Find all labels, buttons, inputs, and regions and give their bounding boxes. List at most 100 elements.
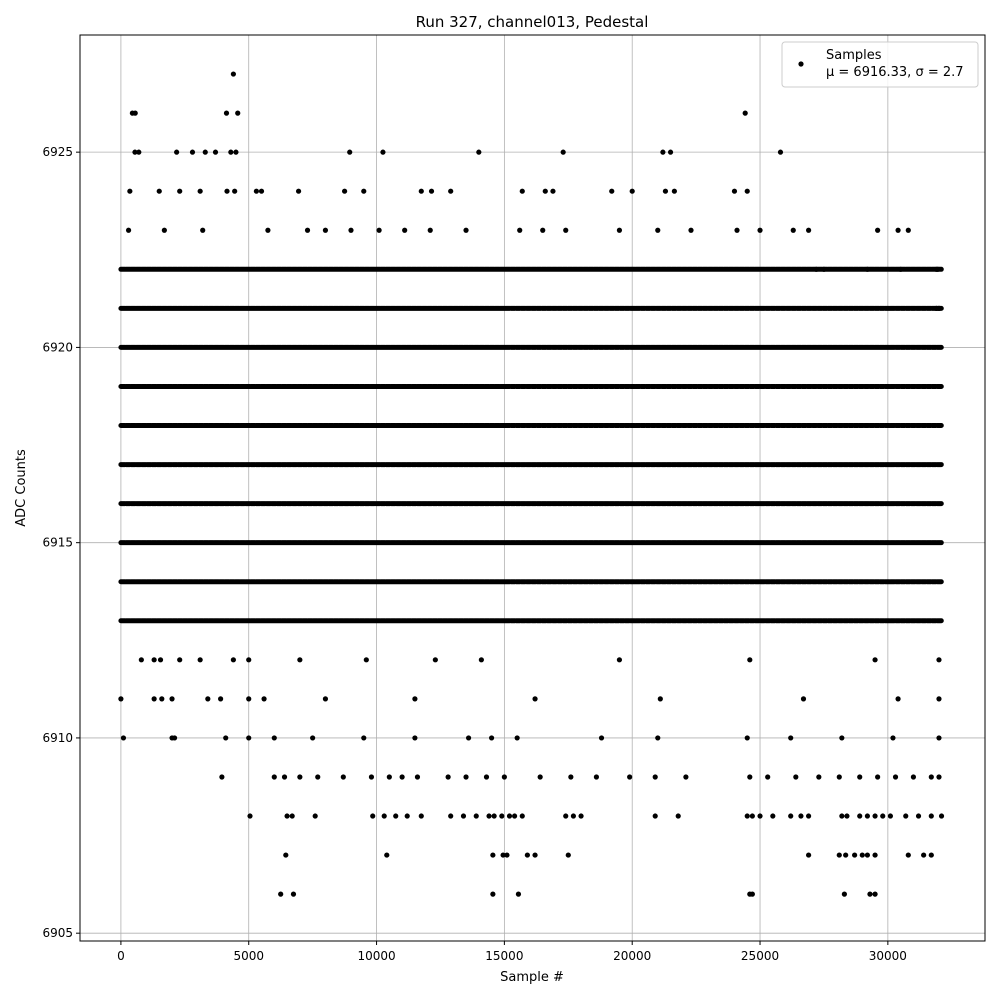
data-point — [749, 813, 755, 819]
data-point — [290, 891, 297, 897]
data-point — [283, 852, 289, 858]
data-point — [478, 657, 484, 663]
data-point — [486, 813, 492, 819]
data-point — [867, 891, 873, 897]
data-point — [793, 774, 799, 780]
data-point — [233, 149, 239, 155]
data-point — [228, 149, 234, 155]
data-point — [532, 852, 538, 858]
plot-frame — [79, 34, 986, 942]
data-point — [788, 813, 794, 819]
data-point — [271, 735, 277, 741]
data-point — [161, 227, 167, 233]
data-point — [806, 852, 812, 858]
data-point — [223, 735, 229, 741]
data-point — [872, 891, 878, 897]
data-point — [813, 266, 819, 272]
data-point — [488, 735, 495, 741]
data-point — [816, 774, 822, 780]
data-point — [232, 188, 238, 194]
data-point — [875, 227, 881, 233]
data-point — [652, 774, 658, 780]
data-point — [852, 852, 858, 858]
data-point — [519, 188, 525, 194]
data-points — [118, 71, 945, 897]
data-point — [448, 188, 454, 194]
data-point — [565, 852, 571, 858]
data-point — [399, 774, 405, 780]
data-point — [936, 657, 942, 663]
data-point — [500, 852, 506, 858]
x-tick-label: 5000 — [233, 949, 264, 963]
data-point — [935, 266, 941, 272]
data-point — [550, 188, 556, 194]
data-point — [312, 813, 318, 819]
data-point — [928, 774, 934, 780]
data-point — [368, 774, 375, 780]
data-point — [197, 657, 203, 663]
data-point — [271, 774, 277, 780]
data-point — [393, 813, 399, 819]
data-point — [936, 696, 942, 702]
y-tick-label: 6920 — [42, 340, 73, 354]
data-point — [806, 813, 812, 819]
data-point — [515, 891, 522, 897]
x-tick-label: 30000 — [869, 949, 907, 963]
data-point — [253, 188, 259, 194]
data-point — [936, 735, 942, 741]
data-point — [667, 149, 674, 155]
data-point — [872, 813, 878, 819]
data-point — [205, 696, 211, 702]
data-point — [563, 227, 569, 233]
data-point — [921, 852, 927, 858]
data-point — [905, 227, 911, 233]
data-point — [289, 813, 295, 819]
data-point — [734, 227, 740, 233]
data-point — [491, 813, 497, 819]
data-point — [281, 774, 288, 780]
data-point — [348, 227, 354, 233]
data-point — [230, 657, 236, 663]
data-point — [284, 813, 290, 819]
data-point — [540, 227, 546, 233]
data-point — [169, 696, 175, 702]
data-point — [402, 227, 408, 233]
data-point — [347, 149, 353, 155]
data-point — [118, 696, 124, 702]
data-point — [246, 735, 252, 741]
data-point — [202, 149, 208, 155]
data-point — [859, 852, 865, 858]
data-point — [197, 188, 203, 194]
data-point — [655, 735, 661, 741]
data-point — [490, 891, 496, 897]
data-point — [688, 227, 694, 233]
data-point — [156, 188, 162, 194]
data-point — [177, 657, 183, 663]
data-point — [524, 852, 530, 858]
x-tick-label: 20000 — [613, 949, 651, 963]
data-point — [744, 735, 750, 741]
data-point — [928, 852, 934, 858]
data-point — [361, 188, 367, 194]
data-point — [212, 149, 219, 155]
data-point — [125, 227, 132, 233]
data-point — [744, 813, 750, 819]
data-point — [747, 774, 753, 780]
data-point — [463, 774, 469, 780]
data-point — [570, 813, 577, 819]
data-point — [278, 891, 284, 897]
y-axis-ticks: 6905 6910 6915 6920 6925 — [42, 145, 80, 940]
data-point — [132, 149, 138, 155]
data-point — [136, 149, 142, 155]
data-point — [151, 657, 157, 663]
x-axis-ticks: 0 5000 10000 15000 20000 25000 30000 — [117, 941, 907, 963]
data-point — [749, 891, 755, 897]
data-point — [560, 149, 566, 155]
data-point — [875, 774, 881, 780]
y-tick-label: 6925 — [42, 145, 73, 159]
data-point — [177, 188, 183, 194]
data-point — [843, 852, 849, 858]
data-point — [258, 188, 265, 194]
data-point — [790, 227, 796, 233]
data-point — [412, 696, 418, 702]
